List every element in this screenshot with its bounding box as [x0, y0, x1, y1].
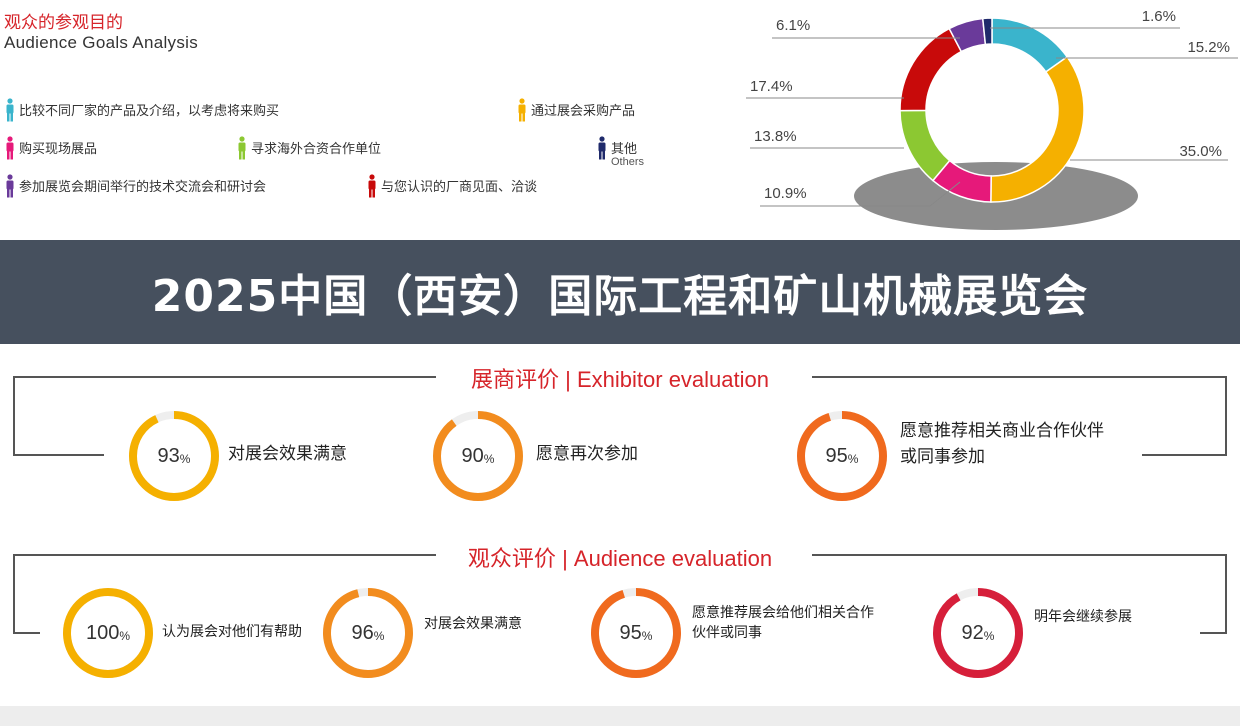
exhibitor-gauge-recommend: 95% — [796, 410, 888, 502]
goals-title-en: Audience Goals Analysis — [4, 33, 199, 52]
gauge-ring — [323, 588, 413, 678]
gauge-label: 对展会效果满意 — [228, 444, 347, 464]
gauge-label: 愿意再次参加 — [536, 444, 638, 464]
gauge-arc — [323, 588, 413, 678]
gauge-ring — [129, 411, 219, 501]
person-icon — [598, 136, 606, 160]
gauge-arc — [433, 411, 523, 501]
banner-title: 2025中国（西安）国际工程和矿山机械展览会 — [151, 271, 1089, 322]
leader-line — [760, 181, 961, 207]
legend-item-meeting: 与您认识的厂商见面、洽谈 — [366, 174, 538, 198]
gauge-value: 100% — [85, 621, 131, 644]
person-icon — [6, 98, 14, 122]
exhibitor-frame-line — [13, 376, 436, 456]
goals-donut-chart: 15.2% 35.0% 10.9% 13.8% 17.4% 6.1% 1.6% — [746, 8, 1238, 230]
slice-value-label: 10.9% — [764, 185, 807, 202]
legend-item-compare: 比较不同厂家的产品及介绍，以考虑将来购买 — [4, 98, 280, 122]
donut-slice — [981, 17, 993, 46]
legend-label: 参加展览会期间举行的技术交流会和研讨会 — [19, 180, 267, 195]
audience-gauge-helpful: 100% — [62, 587, 154, 679]
slice-value-label: 1.6% — [1142, 8, 1176, 25]
footer-bar — [0, 706, 1240, 726]
gauge-value: 92% — [961, 621, 995, 644]
gauge-label: 愿意推荐展会给他们相关合作伙伴或同事 — [692, 605, 874, 641]
gauge-value: 90% — [461, 444, 495, 467]
slice-value-label: 13.8% — [754, 128, 797, 145]
gauge-label: 对展会效果满意 — [424, 616, 522, 632]
audience-gauge-satisfied: 96% — [322, 587, 414, 679]
audience-section-title: 观众评价 | Audience evaluation — [0, 541, 1240, 573]
legend-label: 比较不同厂家的产品及介绍，以考虑将来购买 — [19, 104, 280, 119]
gauge-label: 愿意推荐相关商业合作伙伴或同事参加 — [900, 421, 1104, 467]
legend-sublabel: Others — [611, 156, 645, 168]
person-icon — [238, 136, 246, 160]
gauge-arc — [797, 411, 887, 501]
exhibition-banner: 2025中国（西安）国际工程和矿山机械展览会 — [0, 240, 1240, 344]
gauge-label: 明年会继续参展 — [1034, 609, 1132, 625]
person-icon — [6, 174, 14, 198]
person-icon — [368, 174, 376, 198]
exhibitor-gauge-return: 90% — [432, 410, 524, 502]
slice-value-label: 6.1% — [776, 17, 810, 34]
legend-item-buy-onsite: 购买现场展品 — [4, 136, 98, 160]
gauge-arc — [933, 588, 1023, 678]
exhibitor-gauge-satisfied: 93% — [128, 410, 220, 502]
goals-title-cn: 观众的参观目的 — [4, 13, 123, 33]
legend-label: 与您认识的厂商见面、洽谈 — [381, 180, 538, 195]
legend-label: 通过展会采购产品 — [531, 104, 636, 119]
legend-item-seminar: 参加展览会期间举行的技术交流会和研讨会 — [4, 174, 267, 198]
audience-gauge-recommend: 95% — [590, 587, 682, 679]
person-icon — [6, 136, 14, 160]
audience-frame-line — [13, 554, 436, 634]
audience-gauge-return: 92% — [932, 587, 1024, 679]
gauge-value: 95% — [619, 621, 653, 644]
gauge-arc — [129, 411, 219, 501]
audience-frame-line — [812, 554, 1227, 634]
gauge-value: 95% — [825, 444, 859, 467]
exhibitor-title-en: Exhibitor evaluation — [576, 367, 769, 392]
gauge-ring — [797, 411, 887, 501]
legend-label: 寻求海外合资合作单位 — [251, 142, 382, 157]
exhibitor-section-title: 展商评价 | Exhibitor evaluation — [0, 362, 1240, 394]
title-separator: | — [565, 367, 571, 392]
evaluation-frames — [13, 376, 1227, 634]
gauge-value: 93% — [157, 444, 191, 467]
slice-value-label: 17.4% — [750, 78, 793, 95]
exhibitor-frame-line — [812, 376, 1227, 456]
audience-title-cn: 观众评价 — [467, 547, 556, 572]
audience-title-en: Audience evaluation — [573, 546, 773, 571]
slice-value-label: 15.2% — [1187, 39, 1230, 56]
title-separator: | — [562, 546, 568, 571]
gauge-ring — [591, 588, 681, 678]
gauge-label: 认为展会对他们有帮助 — [162, 624, 302, 640]
legend-item-overseas: 寻求海外合资合作单位 — [236, 136, 382, 160]
exhibitor-title-cn: 展商评价 — [471, 368, 560, 393]
gauge-ring — [933, 588, 1023, 678]
gauge-arc — [63, 588, 153, 678]
gauge-ring — [63, 588, 153, 678]
person-icon — [518, 98, 526, 122]
legend-item-purchase: 通过展会采购产品 — [516, 98, 636, 122]
legend-label: 购买现场展品 — [19, 142, 98, 157]
goals-section: 观众的参观目的 Audience Goals Analysis 比较不同厂家的产… — [0, 0, 1240, 240]
gauge-ring — [433, 411, 523, 501]
slice-value-label: 35.0% — [1179, 143, 1222, 160]
gauge-arc — [591, 588, 681, 678]
gauge-value: 96% — [351, 621, 385, 644]
legend-item-others: 其他 Others — [596, 136, 645, 168]
legend-label: 其他 — [611, 142, 638, 157]
